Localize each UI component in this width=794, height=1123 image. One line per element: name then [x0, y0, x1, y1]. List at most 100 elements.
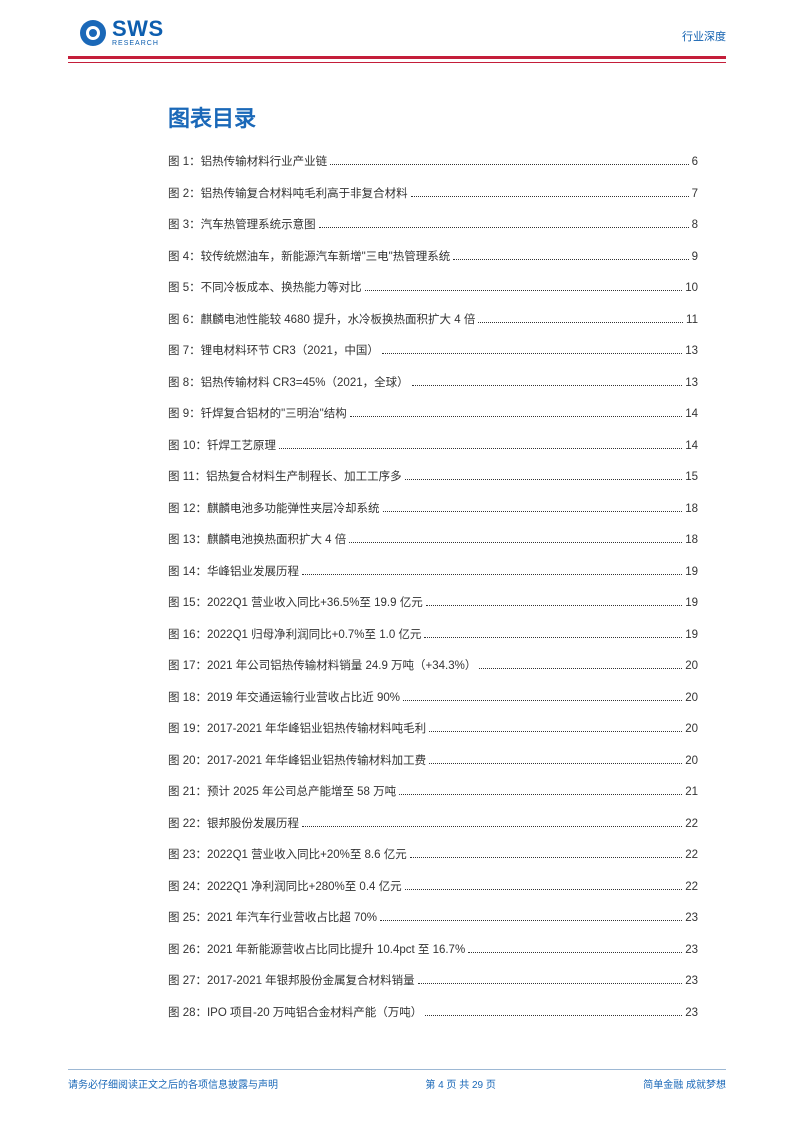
toc-item[interactable]: 图 26：2021 年新能源营收占比同比提升 10.4pct 至 16.7%23	[168, 941, 698, 957]
toc-item[interactable]: 图 1：铝热传输材料行业产业链6	[168, 153, 698, 169]
toc-leader-dots	[429, 763, 682, 764]
header-divider-thick	[68, 56, 726, 59]
toc-label: 图 14：华峰铝业发展历程	[168, 563, 299, 579]
toc-label: 图 12：麒麟电池多功能弹性夹层冷却系统	[168, 500, 380, 516]
footer-disclaimer: 请务必仔细阅读正文之后的各项信息披露与声明	[68, 1076, 278, 1091]
toc-page-number: 15	[685, 471, 698, 483]
toc-item[interactable]: 图 9：钎焊复合铝材的"三明治"结构 14	[168, 405, 698, 421]
toc-label: 图 13：麒麟电池换热面积扩大 4 倍	[168, 531, 346, 547]
toc-page-number: 18	[685, 503, 698, 515]
toc-label: 图 3：汽车热管理系统示意图	[168, 216, 316, 232]
toc-page-number: 20	[685, 755, 698, 767]
page-footer: 请务必仔细阅读正文之后的各项信息披露与声明 第 4 页 共 29 页 简单金融 …	[68, 1069, 726, 1091]
toc-leader-dots	[399, 794, 682, 795]
header-divider-thin	[68, 62, 726, 63]
toc-item[interactable]: 图 28：IPO 项目-20 万吨铝合金材料产能（万吨）23	[168, 1004, 698, 1020]
toc-label: 图 21：预计 2025 年公司总产能增至 58 万吨	[168, 783, 396, 799]
toc-page-number: 6	[692, 156, 698, 168]
toc-page-number: 20	[685, 723, 698, 735]
toc-leader-dots	[411, 196, 689, 197]
toc-item[interactable]: 图 15：2022Q1 营业收入同比+36.5%至 19.9 亿元 19	[168, 594, 698, 610]
toc-leader-dots	[426, 605, 683, 606]
toc-item[interactable]: 图 18：2019 年交通运输行业营收占比近 90%20	[168, 689, 698, 705]
footer-page-number: 第 4 页 共 29 页	[425, 1076, 496, 1091]
toc-label: 图 6：麒麟电池性能较 4680 提升，水冷板换热面积扩大 4 倍	[168, 311, 475, 327]
toc-item[interactable]: 图 4：较传统燃油车，新能源汽车新增"三电"热管理系统9	[168, 248, 698, 264]
toc-label: 图 22：银邦股份发展历程	[168, 815, 299, 831]
toc-leader-dots	[383, 511, 683, 512]
toc-label: 图 5：不同冷板成本、换热能力等对比	[168, 279, 362, 295]
toc-leader-dots	[418, 983, 683, 984]
toc-label: 图 16：2022Q1 归母净利润同比+0.7%至 1.0 亿元	[168, 626, 421, 642]
toc-item[interactable]: 图 10：钎焊工艺原理14	[168, 437, 698, 453]
toc-page-number: 20	[685, 692, 698, 704]
toc-item[interactable]: 图 7：锂电材料环节 CR3（2021，中国） 13	[168, 342, 698, 358]
toc-leader-dots	[279, 448, 682, 449]
toc-label: 图 27：2017-2021 年银邦股份金属复合材料销量	[168, 972, 415, 988]
toc-leader-dots	[412, 385, 683, 386]
toc-leader-dots	[349, 542, 682, 543]
toc-item[interactable]: 图 13：麒麟电池换热面积扩大 4 倍 18	[168, 531, 698, 547]
toc-item[interactable]: 图 20：2017-2021 年华峰铝业铝热传输材料加工费 20	[168, 752, 698, 768]
toc-page-number: 11	[686, 314, 698, 326]
toc-item[interactable]: 图 17：2021 年公司铝热传输材料销量 24.9 万吨（+34.3%）20	[168, 657, 698, 673]
toc-page-number: 22	[685, 818, 698, 830]
toc-leader-dots	[319, 227, 689, 228]
header-category: 行业深度	[682, 28, 726, 44]
toc-page-number: 14	[685, 408, 698, 420]
toc-page-number: 14	[685, 440, 698, 452]
toc-label: 图 7：锂电材料环节 CR3（2021，中国）	[168, 342, 379, 358]
toc-page-number: 19	[685, 566, 698, 578]
toc-item[interactable]: 图 16：2022Q1 归母净利润同比+0.7%至 1.0 亿元19	[168, 626, 698, 642]
toc-item[interactable]: 图 12：麒麟电池多功能弹性夹层冷却系统 18	[168, 500, 698, 516]
toc-page-number: 23	[685, 912, 698, 924]
section-title: 图表目录	[168, 101, 698, 133]
toc-page-number: 21	[685, 786, 698, 798]
toc-item[interactable]: 图 19：2017-2021 年华峰铝业铝热传输材料吨毛利20	[168, 720, 698, 736]
toc-label: 图 24：2022Q1 净利润同比+280%至 0.4 亿元	[168, 878, 402, 894]
logo: SWS RESEARCH	[80, 18, 164, 47]
toc-page-number: 7	[692, 188, 698, 200]
toc-item[interactable]: 图 27：2017-2021 年银邦股份金属复合材料销量23	[168, 972, 698, 988]
toc-page-number: 9	[692, 251, 698, 263]
toc-label: 图 17：2021 年公司铝热传输材料销量 24.9 万吨（+34.3%）	[168, 657, 476, 673]
toc-leader-dots	[350, 416, 682, 417]
toc-item[interactable]: 图 5：不同冷板成本、换热能力等对比 10	[168, 279, 698, 295]
content-area: 图表目录 图 1：铝热传输材料行业产业链6 图 2：铝热传输复合材料吨毛利高于非复…	[0, 65, 794, 1020]
toc-label: 图 28：IPO 项目-20 万吨铝合金材料产能（万吨）	[168, 1004, 422, 1020]
toc-item[interactable]: 图 3：汽车热管理系统示意图8	[168, 216, 698, 232]
toc-page-number: 13	[685, 345, 698, 357]
toc-item[interactable]: 图 21：预计 2025 年公司总产能增至 58 万吨 21	[168, 783, 698, 799]
toc-page-number: 18	[685, 534, 698, 546]
toc-page-number: 22	[685, 881, 698, 893]
toc-leader-dots	[405, 889, 683, 890]
toc-leader-dots	[478, 322, 683, 323]
page-header: SWS RESEARCH 行业深度	[0, 0, 794, 65]
toc-page-number: 10	[685, 282, 698, 294]
toc-item[interactable]: 图 2：铝热传输复合材料吨毛利高于非复合材料 7	[168, 185, 698, 201]
footer-slogan: 简单金融 成就梦想	[643, 1076, 726, 1091]
toc-label: 图 23：2022Q1 营业收入同比+20%至 8.6 亿元	[168, 846, 407, 862]
toc-label: 图 15：2022Q1 营业收入同比+36.5%至 19.9 亿元	[168, 594, 423, 610]
toc-leader-dots	[425, 1015, 682, 1016]
toc-item[interactable]: 图 11：铝热复合材料生产制程长、加工工序多15	[168, 468, 698, 484]
toc-item[interactable]: 图 25：2021 年汽车行业营收占比超 70% 23	[168, 909, 698, 925]
toc-item[interactable]: 图 14：华峰铝业发展历程 19	[168, 563, 698, 579]
toc-page-number: 23	[685, 944, 698, 956]
toc-label: 图 2：铝热传输复合材料吨毛利高于非复合材料	[168, 185, 408, 201]
toc-leader-dots	[405, 479, 683, 480]
toc-item[interactable]: 图 23：2022Q1 营业收入同比+20%至 8.6 亿元22	[168, 846, 698, 862]
toc-item[interactable]: 图 8：铝热传输材料 CR3=45%（2021，全球）13	[168, 374, 698, 390]
toc-leader-dots	[330, 164, 689, 165]
toc-item[interactable]: 图 24：2022Q1 净利润同比+280%至 0.4 亿元 22	[168, 878, 698, 894]
toc-label: 图 20：2017-2021 年华峰铝业铝热传输材料加工费	[168, 752, 426, 768]
toc-label: 图 9：钎焊复合铝材的"三明治"结构	[168, 405, 347, 421]
toc-item[interactable]: 图 22：银邦股份发展历程 22	[168, 815, 698, 831]
toc-page-number: 19	[685, 597, 698, 609]
toc-label: 图 8：铝热传输材料 CR3=45%（2021，全球）	[168, 374, 409, 390]
toc-leader-dots	[453, 259, 688, 260]
logo-icon	[80, 20, 106, 46]
toc-label: 图 25：2021 年汽车行业营收占比超 70%	[168, 909, 377, 925]
toc-item[interactable]: 图 6：麒麟电池性能较 4680 提升，水冷板换热面积扩大 4 倍 11	[168, 311, 698, 327]
toc-leader-dots	[380, 920, 682, 921]
